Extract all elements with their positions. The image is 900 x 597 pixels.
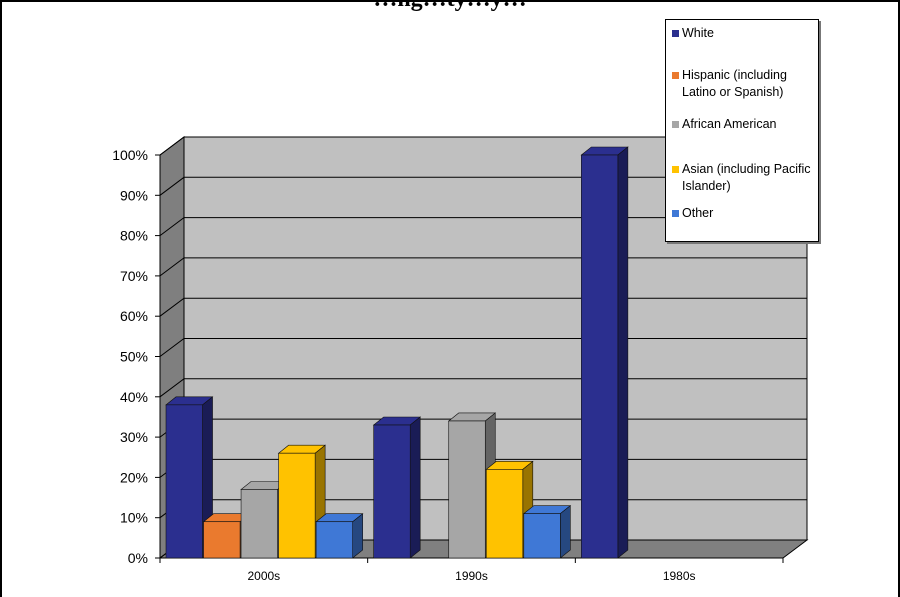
bar-side xyxy=(617,146,629,559)
y-axis-ticks: 0% 10% 20% 30% 40% 50% 60% 70% 80% 90% 100% xyxy=(112,147,161,566)
bar-front xyxy=(373,424,411,559)
y-tick-label: 40% xyxy=(120,389,148,405)
bar-front xyxy=(278,452,316,559)
bar-front xyxy=(315,521,353,559)
legend-swatch-hispanic xyxy=(672,72,679,79)
bar-front xyxy=(523,513,561,559)
bar-african-1990s xyxy=(447,412,497,559)
legend-label-asian: Asian (including Pacific Islander) xyxy=(682,162,811,193)
bar-front xyxy=(448,420,486,559)
x-tick-label: 1990s xyxy=(455,569,488,583)
y-tick-label: 30% xyxy=(120,429,148,445)
y-tick-label: 10% xyxy=(120,510,148,526)
y-tick-label: 100% xyxy=(112,147,148,163)
gridline xyxy=(159,136,807,156)
x-tick-label: 2000s xyxy=(247,569,280,583)
bar-side xyxy=(352,513,363,559)
legend-swatch-other xyxy=(672,210,679,217)
legend-label-hispanic: Hispanic (including Latino or Spanish) xyxy=(682,68,787,99)
x-axis-ticks: 2000s 1990s 1980s xyxy=(159,557,784,583)
bar-front xyxy=(240,489,278,559)
title-strip: …ng…ty…y… xyxy=(0,0,900,22)
bar-other-2000s xyxy=(315,513,364,559)
y-tick-label: 20% xyxy=(120,469,148,485)
bar-other-1990s xyxy=(522,505,572,559)
legend-swatch-asian xyxy=(672,166,679,173)
bar-white-1980s xyxy=(580,146,629,559)
y-tick-label: 90% xyxy=(120,187,148,203)
y-tick-label: 0% xyxy=(128,550,148,566)
bar-front xyxy=(485,469,524,559)
bar-front xyxy=(581,154,619,559)
bar-front xyxy=(165,404,203,559)
y-tick-label: 50% xyxy=(120,349,148,365)
legend-label-white: White xyxy=(682,26,714,40)
bar-front xyxy=(203,521,241,559)
y-tick-label: 80% xyxy=(120,228,148,244)
legend-swatch-white xyxy=(672,30,679,37)
bar-white-1990s xyxy=(372,416,422,559)
legend-label-african-american: African American xyxy=(682,117,777,131)
bar-side xyxy=(409,416,421,559)
y-tick-label: 60% xyxy=(120,308,148,324)
legend-swatch-african-american xyxy=(672,121,679,128)
chart-legend: White Hispanic (including Latino or Span… xyxy=(665,19,819,242)
chart-title: …ng…ty…y… xyxy=(0,0,900,13)
y-tick-label: 70% xyxy=(120,268,148,284)
chart-bars xyxy=(165,146,629,559)
legend-label-other: Other xyxy=(682,206,714,220)
bar-side xyxy=(560,505,571,559)
x-tick-label: 1980s xyxy=(663,569,696,583)
